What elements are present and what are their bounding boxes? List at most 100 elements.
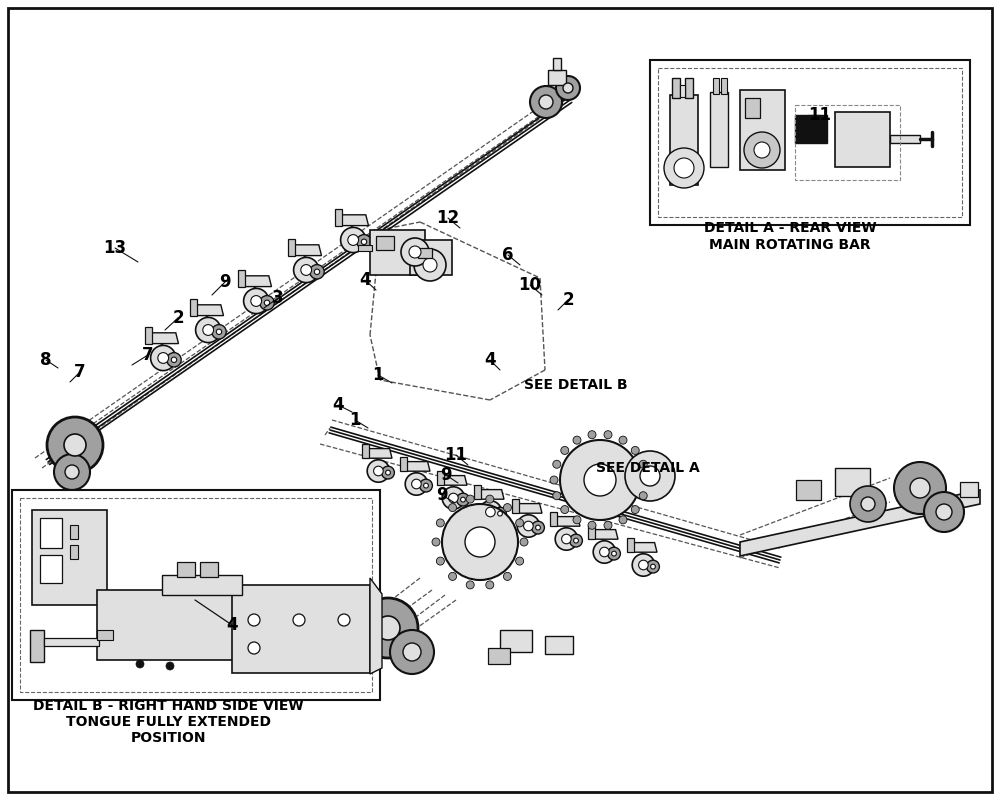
Text: TONGUE FULLY EXTENDED: TONGUE FULLY EXTENDED — [66, 715, 270, 729]
Circle shape — [642, 476, 650, 484]
Polygon shape — [292, 245, 322, 256]
Bar — [512, 499, 519, 514]
Polygon shape — [404, 462, 430, 471]
Bar — [960, 482, 978, 497]
Text: 9: 9 — [436, 486, 448, 504]
Circle shape — [47, 417, 103, 473]
Polygon shape — [242, 276, 272, 286]
Circle shape — [436, 519, 444, 527]
Bar — [550, 512, 557, 526]
Circle shape — [244, 288, 269, 314]
Circle shape — [584, 464, 616, 496]
Bar — [670, 95, 698, 185]
Circle shape — [423, 258, 437, 272]
Polygon shape — [478, 490, 504, 499]
Circle shape — [401, 238, 429, 266]
Bar — [658, 68, 962, 217]
Circle shape — [248, 642, 260, 654]
Circle shape — [64, 434, 86, 456]
Circle shape — [424, 483, 428, 488]
Text: 2: 2 — [172, 309, 184, 327]
Circle shape — [612, 551, 616, 556]
Circle shape — [486, 507, 495, 517]
Polygon shape — [339, 214, 368, 226]
Circle shape — [640, 466, 660, 486]
Circle shape — [260, 296, 274, 310]
Circle shape — [744, 132, 780, 168]
Circle shape — [461, 498, 465, 502]
Bar — [232, 585, 370, 673]
Text: 9: 9 — [440, 466, 452, 484]
Circle shape — [639, 560, 648, 570]
Circle shape — [498, 511, 502, 516]
Bar — [488, 648, 510, 664]
Circle shape — [494, 507, 506, 520]
Text: 1: 1 — [372, 366, 384, 384]
Circle shape — [486, 495, 494, 503]
Circle shape — [550, 476, 558, 484]
Circle shape — [442, 504, 518, 580]
Bar — [545, 636, 573, 654]
Text: 11: 11 — [808, 106, 832, 124]
Circle shape — [553, 492, 561, 500]
Circle shape — [861, 497, 875, 511]
Bar — [680, 85, 685, 97]
Circle shape — [479, 501, 502, 523]
Bar — [30, 630, 44, 662]
Circle shape — [171, 357, 177, 362]
Bar — [32, 510, 107, 605]
Circle shape — [539, 95, 553, 109]
Circle shape — [486, 581, 494, 589]
Bar — [162, 575, 242, 595]
Circle shape — [251, 296, 262, 306]
Circle shape — [367, 460, 390, 482]
Circle shape — [196, 318, 221, 342]
Circle shape — [563, 83, 573, 93]
Circle shape — [600, 547, 609, 557]
Circle shape — [338, 614, 350, 626]
Bar — [627, 538, 634, 552]
Circle shape — [166, 662, 174, 670]
Bar — [685, 78, 693, 98]
Circle shape — [264, 300, 270, 306]
Circle shape — [403, 643, 421, 661]
Bar — [70, 545, 78, 559]
Circle shape — [516, 557, 524, 565]
Circle shape — [561, 446, 569, 454]
Bar — [288, 239, 295, 255]
Bar — [238, 270, 245, 286]
Text: 4: 4 — [332, 396, 344, 414]
Circle shape — [604, 522, 612, 530]
Bar — [500, 630, 532, 652]
Circle shape — [664, 148, 704, 188]
Circle shape — [216, 329, 222, 334]
Circle shape — [754, 142, 770, 158]
Text: 1: 1 — [349, 411, 361, 429]
Polygon shape — [592, 530, 618, 539]
Text: 4: 4 — [359, 271, 371, 289]
Bar — [835, 468, 870, 496]
Circle shape — [503, 573, 511, 581]
Circle shape — [850, 486, 886, 522]
Circle shape — [158, 353, 169, 363]
Circle shape — [358, 598, 418, 658]
Circle shape — [619, 436, 627, 444]
Circle shape — [639, 492, 647, 500]
Bar — [70, 525, 78, 539]
Circle shape — [651, 564, 655, 569]
Text: DETAIL A - REAR VIEW: DETAIL A - REAR VIEW — [704, 221, 876, 235]
Bar — [20, 498, 372, 692]
Circle shape — [894, 462, 946, 514]
Polygon shape — [97, 590, 372, 660]
Bar — [437, 470, 444, 485]
Circle shape — [924, 492, 964, 532]
Circle shape — [151, 346, 176, 370]
Bar — [795, 105, 900, 180]
Polygon shape — [554, 517, 580, 526]
Bar — [474, 485, 481, 499]
Circle shape — [536, 526, 540, 530]
Circle shape — [314, 269, 320, 274]
Circle shape — [294, 258, 319, 282]
Circle shape — [457, 493, 469, 506]
Circle shape — [357, 234, 371, 249]
